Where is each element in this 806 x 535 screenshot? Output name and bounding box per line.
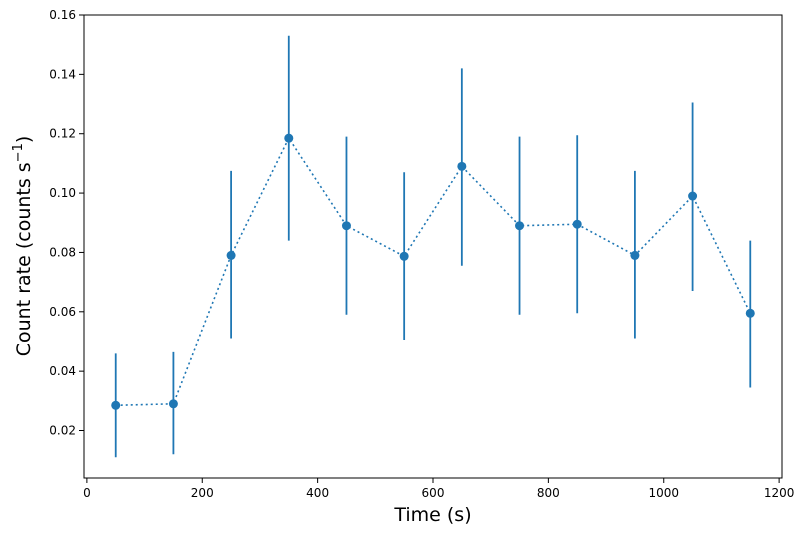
data-point	[515, 221, 525, 231]
y-tick-label: 0.16	[49, 8, 76, 22]
x-axis-label: Time (s)	[393, 504, 471, 526]
x-tick-label: 600	[422, 486, 445, 500]
data-point	[399, 251, 409, 261]
y-tick-label: 0.10	[49, 186, 76, 200]
data-point	[226, 250, 236, 260]
x-tick-label: 1000	[648, 486, 679, 500]
x-tick-label: 1200	[764, 486, 795, 500]
data-point	[341, 221, 351, 231]
data-point	[457, 161, 467, 171]
plot-background	[84, 15, 782, 478]
series-layer	[111, 35, 755, 458]
x-tick-label: 400	[306, 486, 329, 500]
data-point	[284, 133, 294, 143]
data-point	[630, 250, 640, 260]
x-tick-label: 0	[83, 486, 91, 500]
plot-frame	[83, 14, 783, 479]
y-tick-label: 0.04	[49, 364, 76, 378]
data-point	[572, 219, 582, 229]
series-line	[115, 136, 751, 407]
x-axis: 0 200 400 600 800 1000 1200	[83, 478, 794, 500]
y-tick-label: 0.08	[49, 245, 76, 259]
x-tick-label: 800	[537, 486, 560, 500]
y-tick-label: 0.14	[49, 67, 76, 81]
y-axis-label-tail: )	[13, 136, 35, 143]
y-axis-label-main: Count rate (counts s	[13, 162, 35, 356]
y-tick-label: 0.02	[49, 424, 76, 438]
data-point	[745, 308, 755, 318]
y-axis-label: Count rate (counts s−1)	[11, 136, 35, 357]
y-axis: 0.02 0.04 0.06 0.08 0.10 0.12 0.14 0.16	[49, 8, 84, 438]
y-tick-label: 0.12	[49, 127, 76, 141]
x-tick-label: 200	[191, 486, 214, 500]
data-point	[688, 191, 698, 201]
y-tick-label: 0.06	[49, 305, 76, 319]
data-point	[168, 399, 178, 409]
y-axis-label-superscript: −1	[11, 143, 26, 162]
data-point	[111, 400, 121, 410]
